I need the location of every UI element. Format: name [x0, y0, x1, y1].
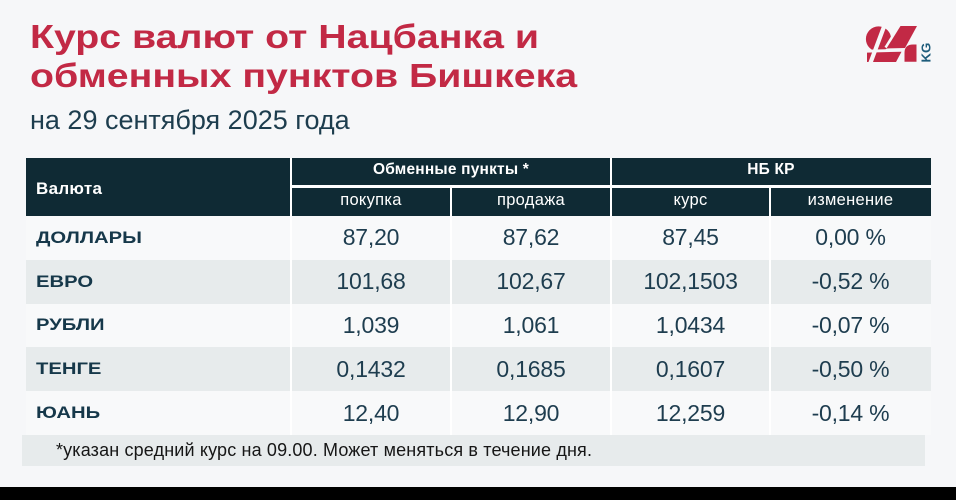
- svg-text:KG: KG: [919, 43, 934, 63]
